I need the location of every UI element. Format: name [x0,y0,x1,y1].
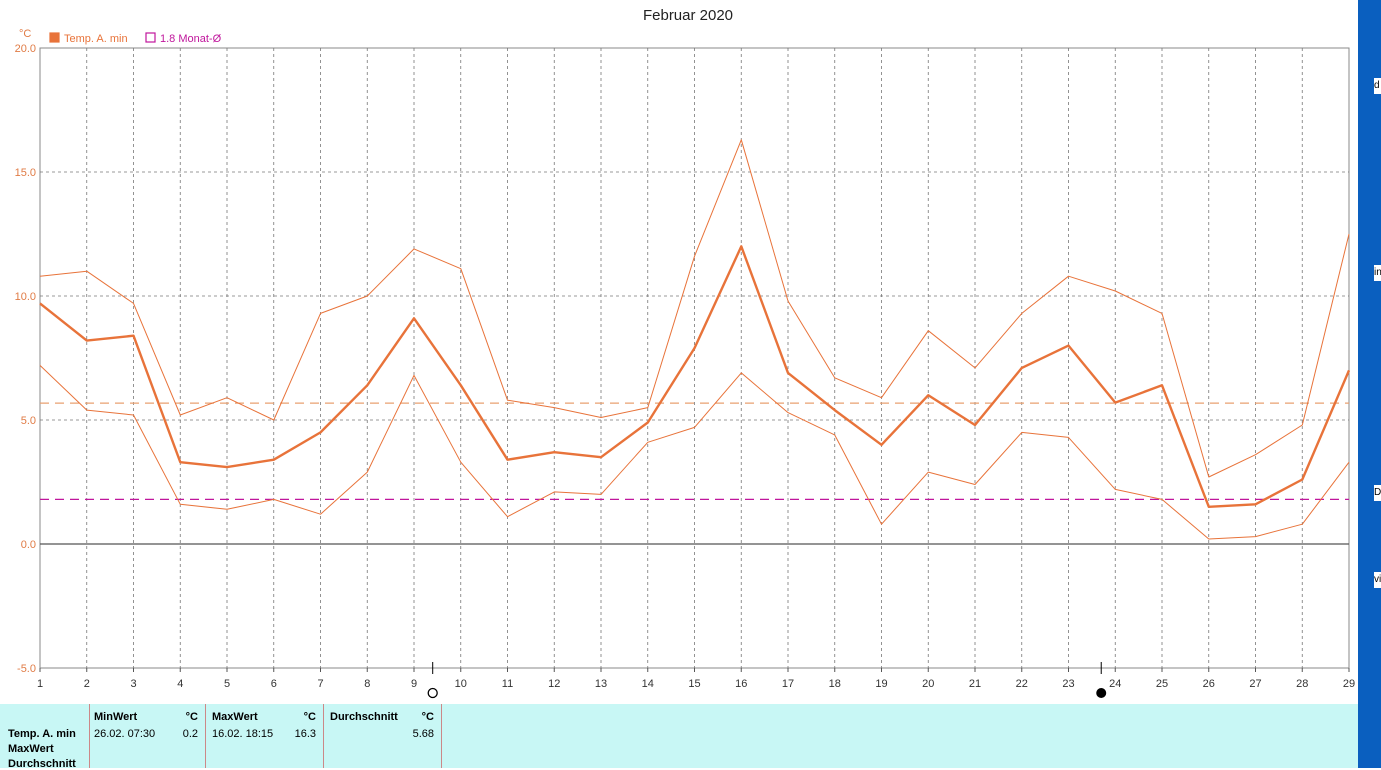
x-tick-label: 20 [922,678,934,690]
avg-value: 5.68 [412,728,434,740]
x-tick-label: 27 [1249,678,1261,690]
series-line-main [39,245,1351,508]
legend-label: 1.8 Monat-Ø [160,33,222,45]
min-value: 0.2 [182,728,198,740]
chart-title: Februar 2020 [643,7,733,24]
strip-text-fragment: vi [1374,572,1381,588]
series-lines [39,139,1351,540]
moon-phase-markers [427,662,1107,699]
x-tick-label: 28 [1296,678,1308,690]
x-axis-ticks: 1 2 3 4 5 6 7 8 9 10 11 12 13 14 15 16 17 18 19 20 21 22 23 24 2… [37,668,1355,690]
x-tick-label: 6 [271,678,277,690]
x-tick-label: 26 [1203,678,1215,690]
max-header: MaxWert [212,711,258,723]
strip-text-fragment: d [1374,78,1381,94]
y-tick-label: 15.0 [15,167,36,179]
x-tick-label: 25 [1156,678,1168,690]
row-label: Temp. A. min [8,728,76,740]
legend: Temp. A. min 1.8 Monat-Ø [49,32,222,45]
chart: Februar 2020 °C Temp. A. min 1.8 Monat-Ø … [15,7,1355,699]
y-axis-ticks: 20.0 15.0 10.0 5.0 0.0 -5.0 [15,43,36,675]
full-moon-icon [427,687,438,699]
stats-min-column: MinWert °C 26.02. 07:30 0.2 [89,704,206,768]
row-label: MaxWert [8,743,54,755]
y-tick-label: -5.0 [17,663,36,675]
y-tick-label: 5.0 [21,415,36,427]
x-tick-label: 14 [642,678,654,690]
x-tick-label: 17 [782,678,794,690]
x-tick-label: 23 [1062,678,1074,690]
x-tick-label: 10 [455,678,467,690]
new-moon-icon [1096,688,1107,698]
x-tick-label: 21 [969,678,981,690]
avg-header: Durchschnitt [330,711,398,723]
series-line-band [39,139,1350,478]
x-tick-label: 3 [130,678,136,690]
x-tick-label: 8 [364,678,370,690]
stats-max-column: MaxWert °C 16.02. 18:15 16.3 [206,704,324,768]
x-tick-label: 1 [37,678,43,690]
x-tick-label: 15 [688,678,700,690]
reference-lines [40,402,1349,501]
x-tick-label: 2 [84,678,90,690]
legend-swatch [145,32,156,43]
stats-row-labels: Temp. A. min MaxWert Durchschnitt [0,704,90,770]
y-axis-unit: °C [19,28,31,40]
stats-avg-column: Durchschnitt °C 5.68 [324,704,442,768]
x-tick-label: 12 [548,678,560,690]
x-tick-label: 18 [829,678,841,690]
max-date: 16.02. 18:15 [212,728,274,740]
legend-swatch [49,32,60,43]
grid [40,48,1349,668]
x-tick-label: 11 [502,678,513,690]
avg-unit: °C [421,711,434,723]
min-unit: °C [185,711,198,723]
row-label: Durchschnitt [8,758,76,770]
y-tick-label: 0.0 [21,539,36,551]
statistics-panel: Temp. A. min MaxWert Durchschnitt MinWer… [0,704,1358,770]
x-tick-label: 24 [1109,678,1121,690]
legend-label: Temp. A. min [64,33,128,45]
y-tick-label: 10.0 [15,291,36,303]
x-tick-label: 29 [1343,678,1355,690]
x-tick-label: 5 [224,678,230,690]
max-unit: °C [303,711,316,723]
min-header: MinWert [94,711,138,723]
x-tick-label: 4 [177,678,183,690]
strip-text-fragment: D [1374,485,1381,501]
x-tick-label: 7 [317,678,323,690]
max-value: 16.3 [294,728,316,740]
y-tick-label: 20.0 [15,43,36,55]
strip-text-fragment: in [1374,265,1381,281]
min-date: 26.02. 07:30 [94,728,156,740]
x-tick-label: 9 [411,678,417,690]
x-tick-label: 22 [1016,678,1028,690]
series-line-band [39,365,1350,540]
x-tick-label: 16 [735,678,747,690]
x-tick-label: 13 [595,678,607,690]
x-tick-label: 19 [875,678,887,690]
